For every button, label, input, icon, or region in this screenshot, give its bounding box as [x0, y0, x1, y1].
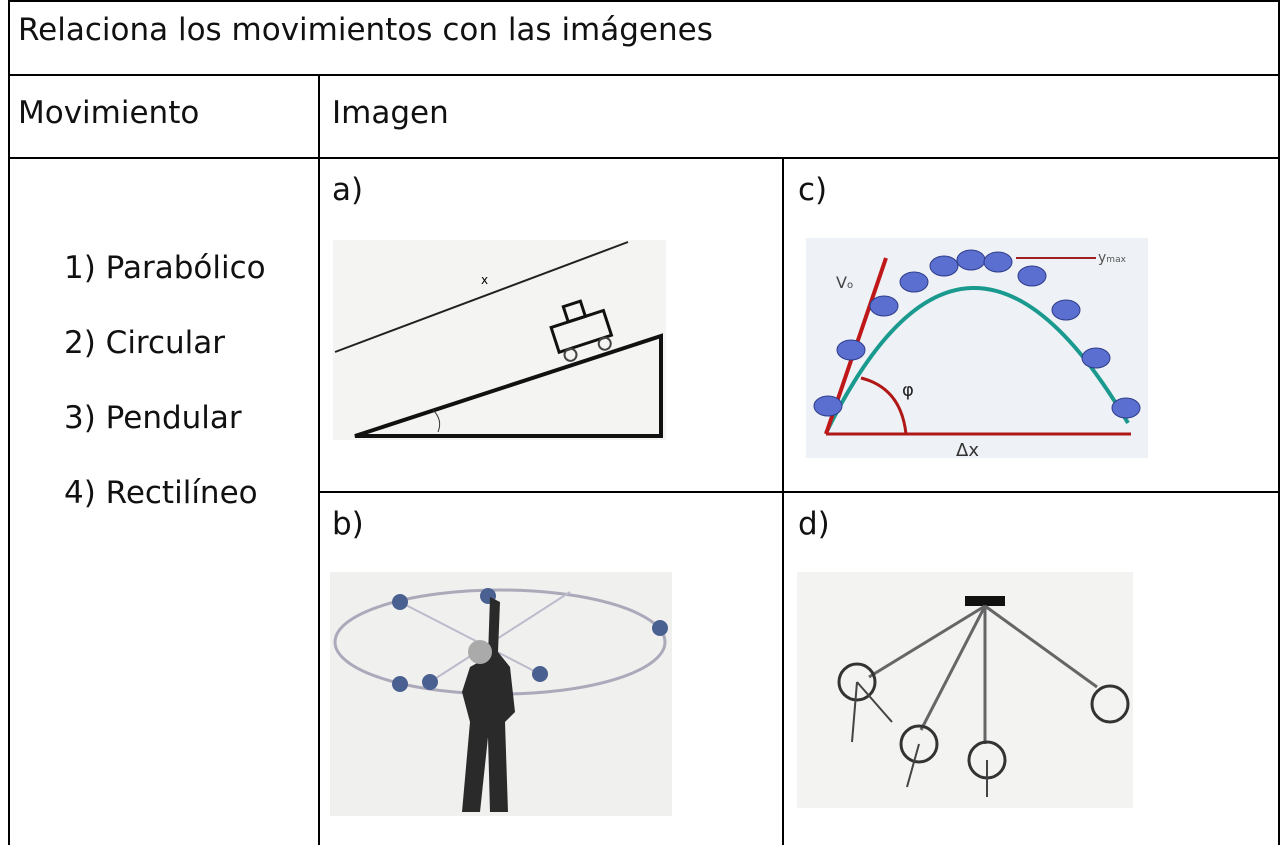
movement: 3) Pendular [64, 400, 242, 436]
border [318, 491, 1280, 493]
image-text: ymax [1098, 250, 1127, 266]
image-label: c) [798, 172, 828, 208]
image-bg [333, 240, 666, 440]
title: Relaciona los movimientos con las imágen… [18, 12, 713, 48]
image-text: x [481, 273, 488, 287]
circular-image [330, 572, 672, 816]
image-label: b) [332, 506, 364, 542]
border [8, 157, 1280, 159]
movement: 4) Rectilíneo [64, 475, 258, 511]
incline-image: x [333, 240, 666, 440]
image-label: a) [332, 172, 364, 208]
movement: 1) Parabólico [64, 250, 266, 286]
image-text: Δx [956, 440, 979, 458]
movement: 2) Circular [64, 325, 226, 361]
balls [813, 249, 1141, 419]
image-bg [797, 572, 1133, 808]
head [468, 640, 492, 664]
border [782, 158, 784, 845]
image-label: d) [798, 506, 830, 542]
border [318, 75, 320, 845]
cart [549, 299, 614, 362]
border [8, 0, 10, 845]
pendulum-image [797, 572, 1133, 808]
border [8, 0, 1280, 2]
strings [868, 604, 1098, 744]
support [965, 596, 1005, 606]
border [1278, 0, 1280, 845]
vectors [851, 681, 988, 797]
border [8, 74, 1280, 76]
header: Imagen [332, 95, 449, 131]
angle-arc [860, 376, 908, 435]
projectile-image: Vo ymax φ Δx [806, 238, 1148, 458]
person [462, 597, 515, 812]
arrow [334, 241, 629, 353]
header: Movimiento [18, 95, 200, 131]
image-text: Vo [836, 273, 853, 292]
ramp [354, 333, 663, 438]
image-text: φ [902, 380, 914, 401]
angle-arc [432, 409, 441, 433]
